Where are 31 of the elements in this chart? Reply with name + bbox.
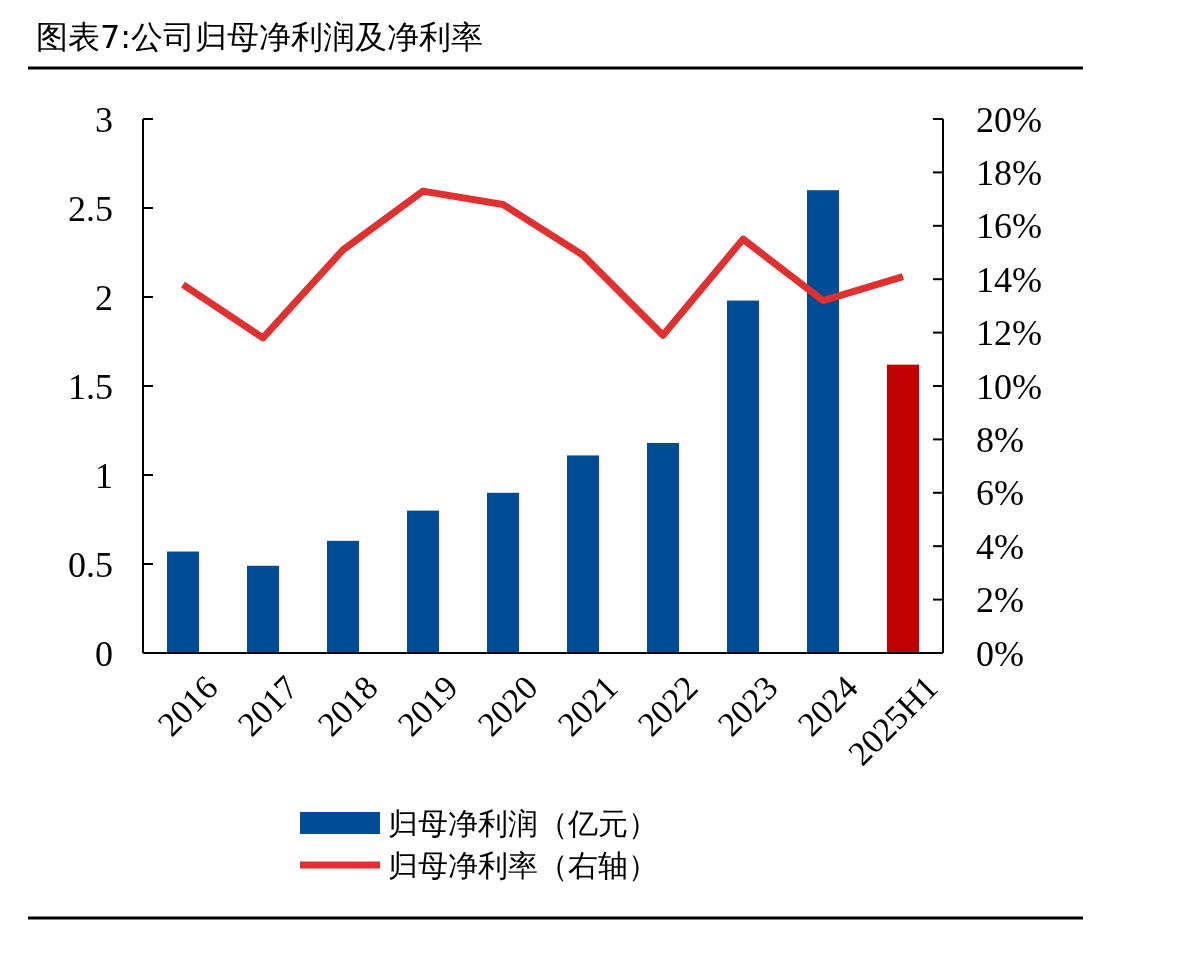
y2-tick-label: 12% <box>976 313 1042 354</box>
bar <box>327 540 359 653</box>
y-tick-label: 2.5 <box>68 188 113 229</box>
legend-label: 归母净利率（右轴） <box>388 847 658 883</box>
bar <box>247 565 279 653</box>
bar <box>807 190 839 653</box>
y-tick-label: 3 <box>95 99 113 140</box>
bar <box>647 442 679 653</box>
bar <box>567 455 599 653</box>
legend-label: 归母净利润（亿元） <box>388 805 658 841</box>
y2-tick-label: 6% <box>976 473 1024 514</box>
chart-title: 图表7:公司归母净利润及净利率 <box>36 18 484 56</box>
bar <box>727 300 759 653</box>
y-tick-label: 1.5 <box>68 366 113 407</box>
bar <box>487 492 519 653</box>
bar <box>167 551 199 653</box>
y-tick-label: 0 <box>95 633 113 674</box>
y2-tick-label: 18% <box>976 153 1042 193</box>
y2-tick-label: 10% <box>976 366 1042 407</box>
bar <box>407 510 439 653</box>
y2-tick-label: 2% <box>976 580 1024 621</box>
y2-tick-label: 20% <box>976 99 1042 140</box>
y2-tick-label: 8% <box>976 420 1024 460</box>
bar <box>887 364 919 653</box>
y2-tick-label: 16% <box>976 206 1042 247</box>
y-tick-label: 1 <box>95 455 113 496</box>
y-tick-label: 2 <box>95 277 113 318</box>
y2-tick-label: 4% <box>976 526 1024 567</box>
y-tick-label: 0.5 <box>68 544 113 585</box>
y2-tick-label: 0% <box>976 633 1024 674</box>
y2-tick-label: 14% <box>976 259 1042 300</box>
